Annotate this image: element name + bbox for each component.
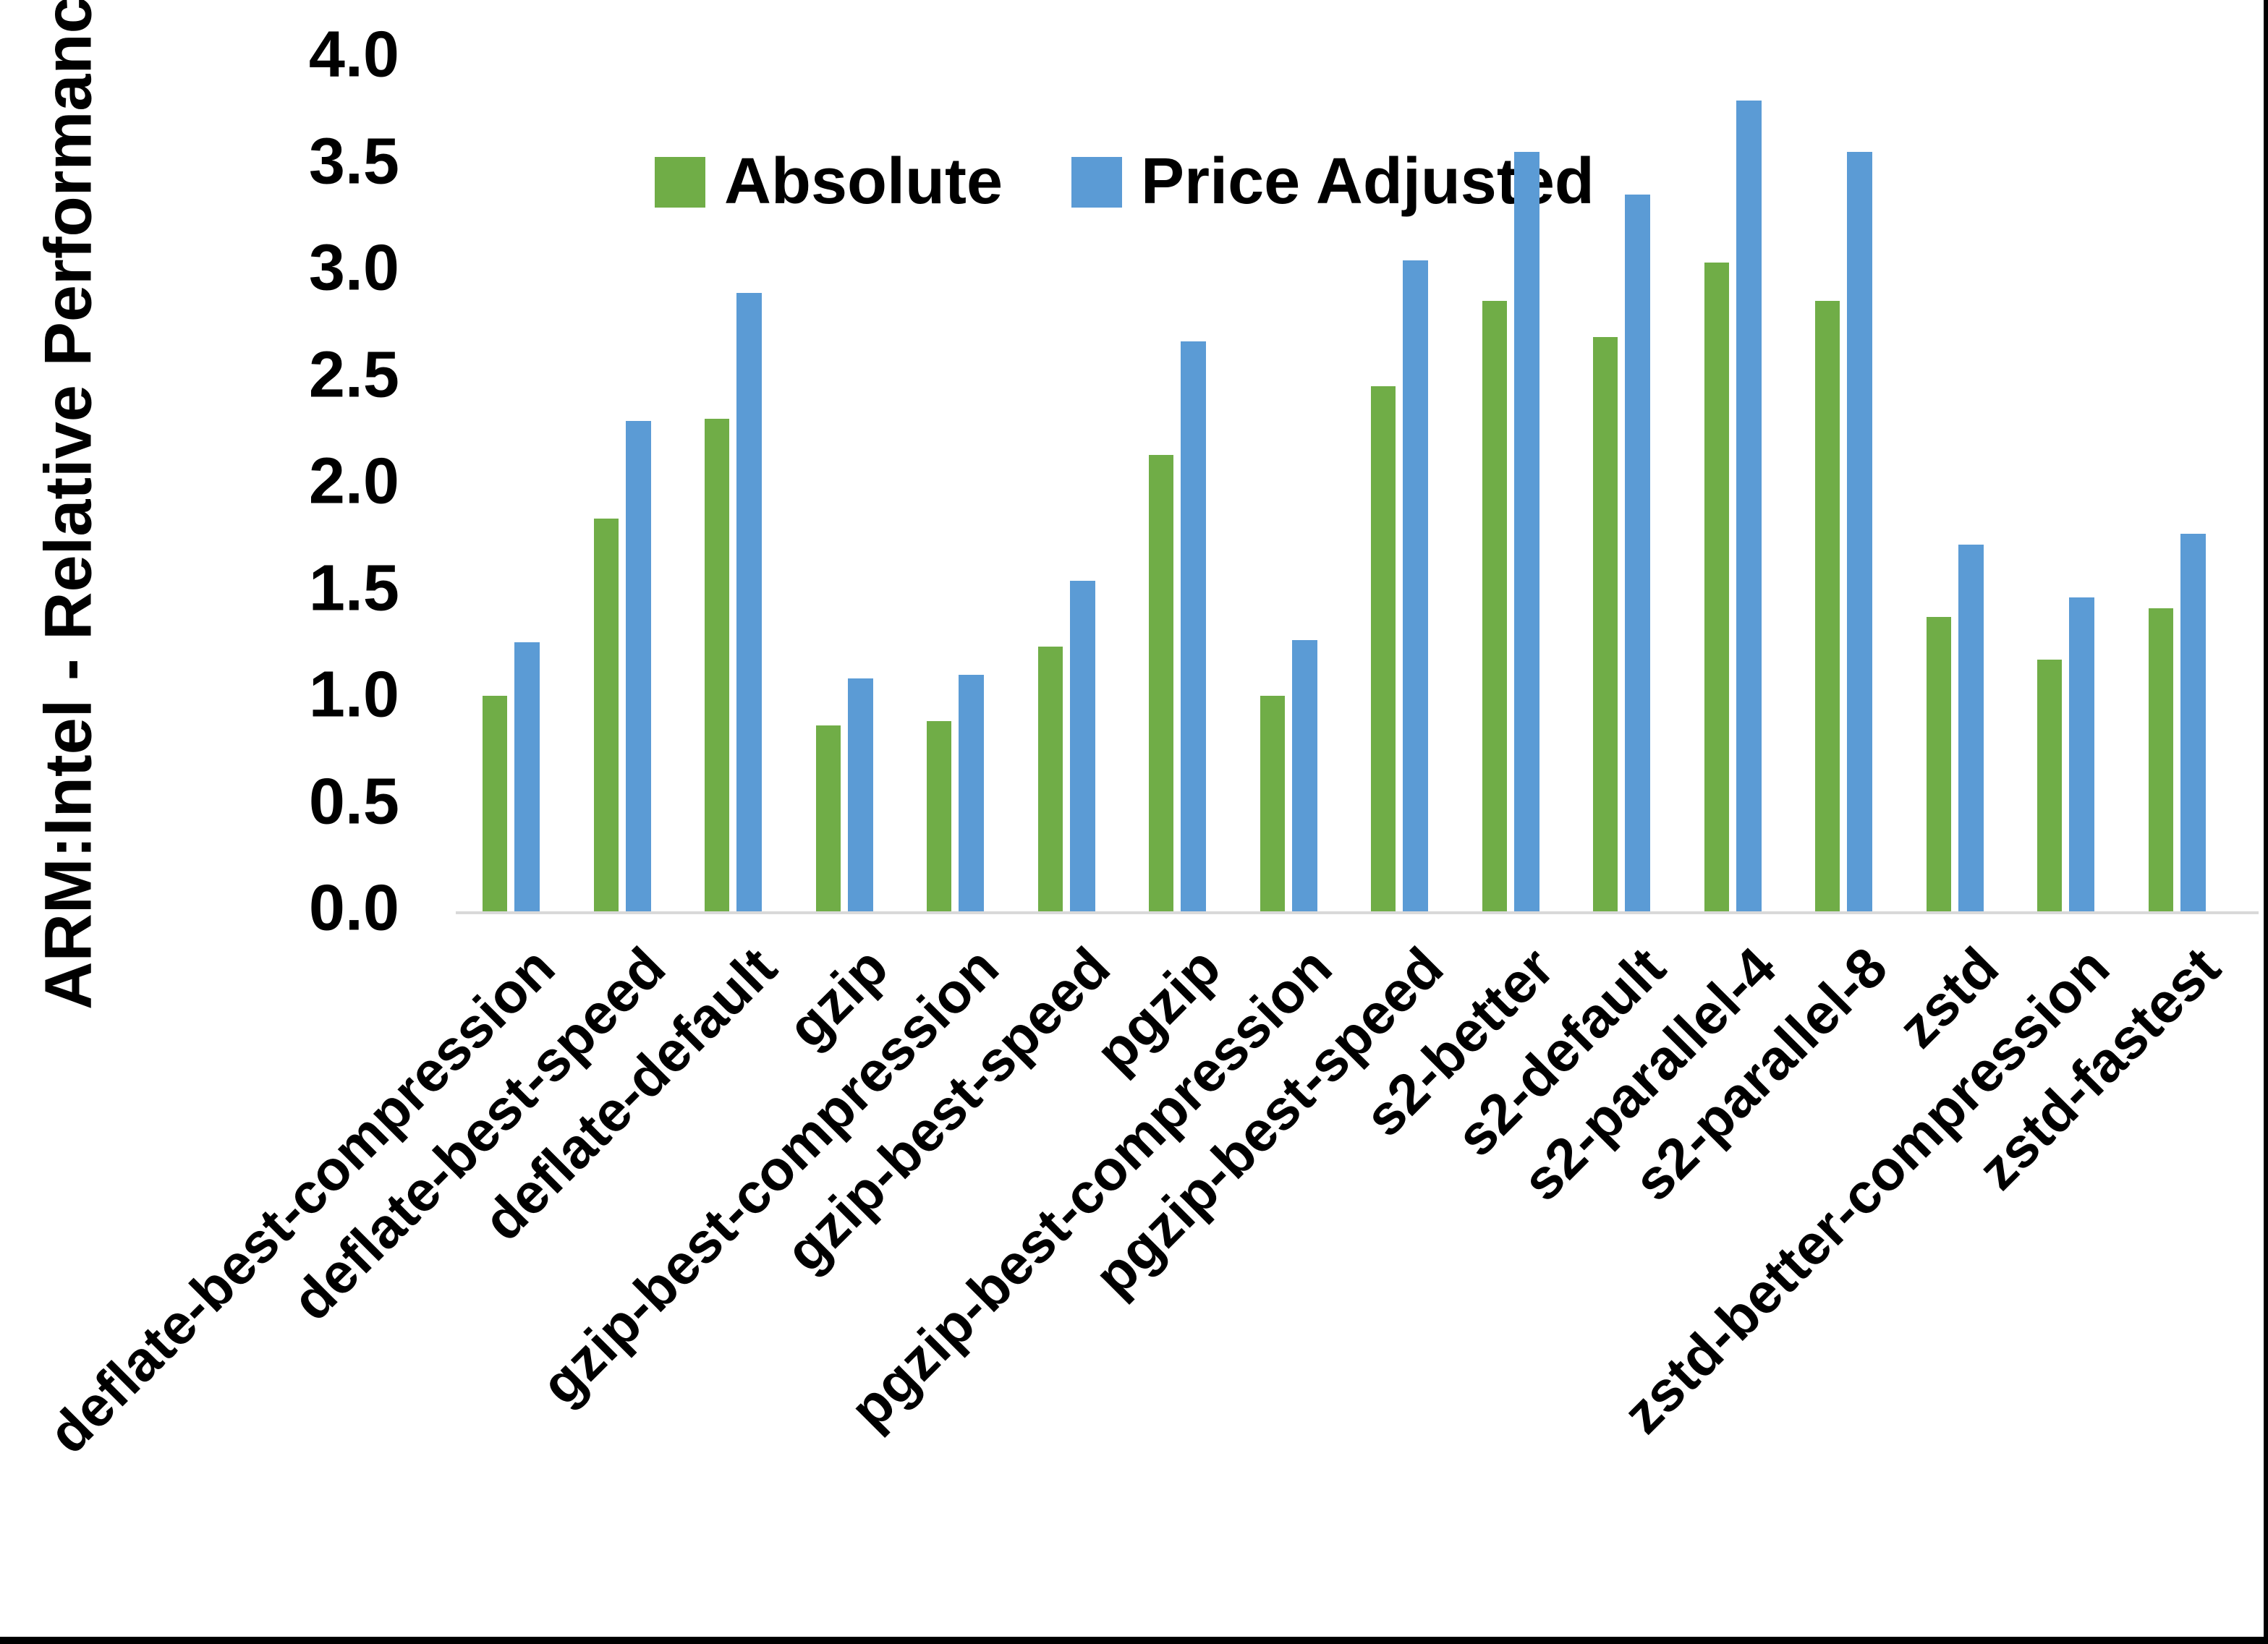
y-axis-tick-label: 4.0 — [308, 18, 399, 91]
bar-absolute — [927, 721, 951, 911]
legend-label-absolute: Absolute — [724, 145, 1003, 218]
bar-absolute — [1593, 337, 1618, 911]
bar-price-adjusted — [1069, 580, 1095, 911]
bar-absolute — [2037, 659, 2062, 911]
y-axis-tick-label: 0.5 — [308, 764, 399, 838]
bar-absolute — [1149, 454, 1173, 911]
bar-absolute — [1371, 386, 1396, 911]
bar-price-adjusted — [514, 642, 540, 911]
bar-price-adjusted — [1958, 544, 1984, 911]
bar-absolute — [1260, 696, 1285, 911]
screenshot-bottom-border — [0, 1637, 2268, 1644]
y-axis-tick-label: 3.0 — [308, 231, 399, 304]
y-axis-tick-label: 1.5 — [308, 551, 399, 624]
bar-absolute — [593, 519, 619, 911]
bar-absolute — [2148, 608, 2173, 911]
legend-item-absolute: Absolute — [655, 145, 1003, 219]
bar-absolute — [1815, 301, 1840, 911]
bar-price-adjusted — [1403, 260, 1428, 911]
screenshot-right-border — [2264, 0, 2268, 1644]
bar-price-adjusted — [1291, 640, 1317, 911]
bar-price-adjusted — [1736, 101, 1762, 911]
legend-swatch-price-adjusted — [1071, 156, 1123, 208]
y-axis-tick-label: 2.0 — [308, 445, 399, 518]
bar-price-adjusted — [847, 678, 873, 911]
bar-absolute — [1482, 301, 1507, 911]
bar-absolute — [1926, 616, 1951, 911]
bar-price-adjusted — [1181, 341, 1206, 911]
bar-absolute — [1704, 263, 1729, 911]
y-axis-tick-label: 3.5 — [308, 124, 399, 197]
bar-absolute — [483, 696, 507, 911]
chart-legend: Absolute Price Adjusted — [655, 145, 1594, 219]
bar-absolute — [705, 418, 729, 911]
bar-price-adjusted — [1625, 194, 1650, 911]
y-axis-tick-label: 0.0 — [308, 872, 399, 945]
bar-absolute — [815, 725, 841, 911]
bar-price-adjusted — [2180, 533, 2206, 911]
bar-price-adjusted — [2069, 597, 2094, 911]
x-axis-line — [456, 911, 2259, 914]
bar-price-adjusted — [1513, 151, 1539, 911]
bar-price-adjusted — [736, 292, 762, 911]
y-axis-tick-label: 2.5 — [308, 338, 399, 411]
bar-price-adjusted — [959, 674, 984, 911]
bar-price-adjusted — [1847, 151, 1872, 911]
y-axis-tick-label: 1.0 — [308, 658, 399, 731]
legend-swatch-absolute — [655, 156, 705, 208]
bar-absolute — [1037, 647, 1063, 911]
y-axis-title: ARM:Intel - Relative Performance — [31, 0, 106, 1010]
bar-price-adjusted — [625, 420, 651, 911]
